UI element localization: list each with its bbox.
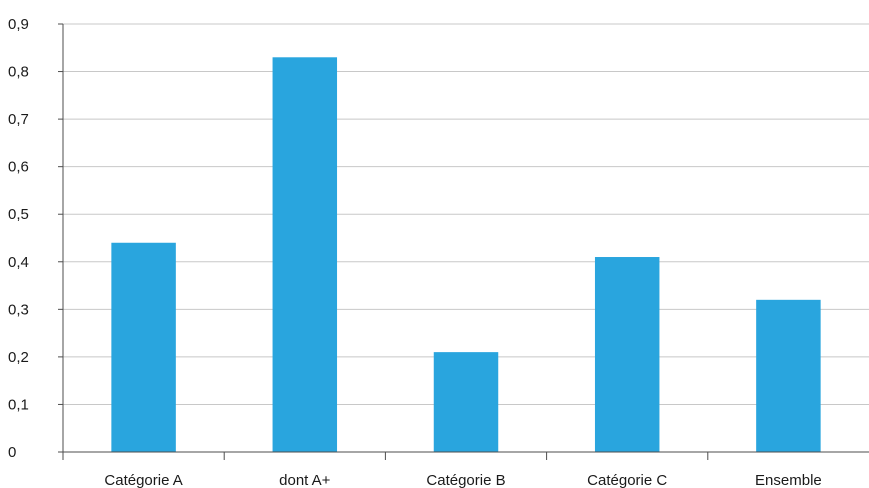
x-tick-label: dont A+ xyxy=(279,472,331,488)
x-tick-label: Catégorie B xyxy=(426,472,505,488)
x-tick-label: Ensemble xyxy=(755,472,822,488)
gridlines xyxy=(58,23,869,453)
y-tick-label: 0,9 xyxy=(8,16,29,33)
y-tick-label: 0,6 xyxy=(8,159,29,176)
y-tick-label: 0,1 xyxy=(8,396,29,413)
bar xyxy=(272,57,338,453)
axes xyxy=(62,24,869,460)
y-tick-label: 0,4 xyxy=(8,254,29,271)
y-tick-label: 0,5 xyxy=(8,206,29,223)
y-tick-label: 0,2 xyxy=(8,349,29,366)
x-tick-label: Catégorie A xyxy=(104,472,182,488)
y-tick-label: 0,8 xyxy=(8,64,29,81)
y-tick-label: 0,7 xyxy=(8,111,29,128)
bar xyxy=(111,242,176,452)
bar xyxy=(433,352,499,452)
bar xyxy=(756,299,821,452)
y-tick-label: 0,3 xyxy=(8,301,29,318)
y-tick-label: 0 xyxy=(8,444,16,461)
y-tick-labels: 0 0,1 0,2 0,3 0,4 0,5 0,6 0,7 0,8 0,9 xyxy=(8,16,29,461)
bar xyxy=(594,257,660,452)
bars xyxy=(111,57,821,460)
x-tick-label: Catégorie C xyxy=(587,472,667,488)
x-tick-labels: Catégorie A dont A+ Catégorie B Catégorie C… xyxy=(104,472,821,488)
